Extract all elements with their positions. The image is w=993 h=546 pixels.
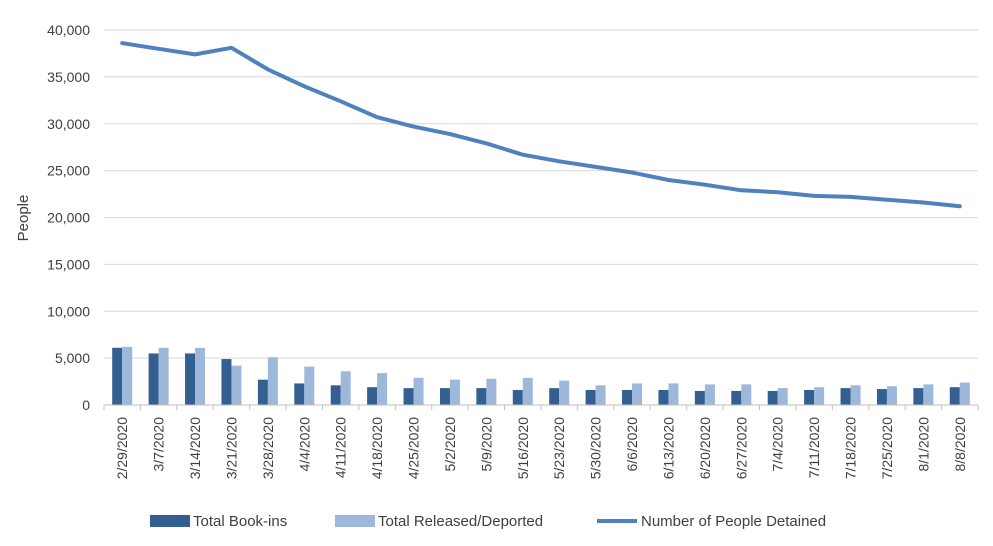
bar	[741, 384, 752, 405]
bar	[195, 347, 206, 405]
x-tick-label: 6/6/2020	[624, 417, 640, 472]
bar	[185, 353, 196, 405]
bar	[585, 390, 596, 405]
bar	[330, 385, 341, 405]
bar	[112, 347, 123, 405]
bar	[704, 384, 715, 405]
bar	[377, 373, 388, 405]
y-tick-label: 40,000	[47, 22, 90, 38]
x-tick-label: 6/20/2020	[697, 417, 713, 479]
y-tick-label: 15,000	[47, 256, 90, 272]
bar	[158, 347, 169, 405]
bar	[632, 383, 643, 405]
bar	[814, 387, 825, 405]
y-tick-label: 10,000	[47, 303, 90, 319]
x-tick-label: 3/14/2020	[187, 417, 203, 479]
bar	[340, 371, 351, 405]
bar	[449, 379, 460, 405]
x-tick-label: 4/25/2020	[406, 417, 422, 479]
legend: Total Book-ins Total Released/Deported Num…	[150, 513, 826, 530]
x-tick-label: 3/21/2020	[223, 417, 239, 479]
x-tick-label: 3/28/2020	[260, 417, 276, 479]
bar	[294, 383, 305, 405]
x-axis-ticks: 2/29/2020 3/7/2020 3/14/2020 3/21/2020 3/28/…	[114, 417, 968, 480]
bar	[913, 388, 924, 405]
x-tick-label: 4/18/2020	[369, 417, 385, 479]
bar	[549, 388, 560, 405]
legend-swatch-bar	[335, 515, 375, 527]
bar	[886, 386, 897, 405]
x-tick-label: 7/25/2020	[879, 417, 895, 479]
bar	[923, 384, 934, 405]
bar	[403, 388, 414, 405]
x-tick-label: 5/23/2020	[551, 417, 567, 479]
bar	[949, 387, 960, 405]
x-tick-label: 7/18/2020	[843, 417, 859, 479]
bar	[876, 389, 887, 405]
x-tick-label: 5/30/2020	[588, 417, 604, 479]
bar	[304, 366, 315, 405]
bar	[267, 357, 278, 405]
y-tick-label: 5,000	[55, 350, 90, 366]
bar	[439, 388, 450, 405]
bar	[840, 388, 851, 405]
x-axis	[103, 404, 979, 410]
x-tick-label: 3/7/2020	[151, 417, 167, 472]
y-tick-label: 35,000	[47, 69, 90, 85]
x-tick-label: 6/13/2020	[660, 417, 676, 479]
line-series	[120, 41, 962, 209]
bar	[231, 365, 242, 405]
y-tick-label: 25,000	[47, 163, 90, 179]
x-tick-label: 2/29/2020	[114, 417, 130, 479]
bar	[595, 385, 606, 405]
bar	[694, 390, 705, 405]
x-tick-label: 4/4/2020	[296, 417, 312, 472]
bar	[777, 388, 788, 405]
x-tick-label: 7/11/2020	[806, 417, 822, 478]
bar	[148, 353, 159, 405]
bar	[257, 379, 268, 405]
bar	[512, 390, 523, 405]
x-tick-label: 5/16/2020	[515, 417, 531, 479]
x-tick-label: 4/11/2020	[333, 417, 349, 478]
x-tick-label: 5/2/2020	[442, 417, 458, 472]
bar	[850, 385, 861, 405]
bar	[367, 387, 378, 405]
y-tick-label: 0	[82, 397, 90, 413]
legend-swatch-bar	[150, 515, 190, 527]
legend-label: Total Book-ins	[193, 513, 287, 530]
y-axis-ticks: 0 5,000 10,000 15,000 20,000 25,000 30,000 35,0…	[47, 22, 90, 413]
y-tick-label: 20,000	[47, 210, 90, 226]
bars	[112, 346, 970, 405]
y-axis-title: People	[15, 195, 32, 242]
bar	[486, 378, 497, 405]
bar	[668, 383, 679, 405]
bar	[622, 390, 633, 405]
bar	[221, 359, 232, 405]
gridlines	[104, 29, 978, 359]
x-tick-label: 8/8/2020	[952, 417, 968, 472]
y-tick-label: 30,000	[47, 116, 90, 132]
x-tick-label: 5/9/2020	[478, 417, 494, 472]
line-series-path	[120, 41, 962, 209]
bar	[767, 390, 778, 405]
x-tick-label: 8/1/2020	[915, 417, 931, 472]
legend-label: Number of People Detained	[641, 513, 826, 530]
bar	[731, 390, 742, 405]
bar	[658, 390, 669, 405]
bar	[959, 382, 970, 405]
bar	[413, 377, 424, 405]
bar	[804, 390, 815, 405]
bar	[122, 346, 133, 405]
legend-label: Total Released/Deported	[378, 513, 543, 530]
bar	[559, 380, 570, 405]
x-tick-label: 7/4/2020	[770, 417, 786, 472]
bar	[522, 377, 533, 405]
bar	[476, 388, 487, 405]
x-tick-label: 6/27/2020	[733, 417, 749, 479]
